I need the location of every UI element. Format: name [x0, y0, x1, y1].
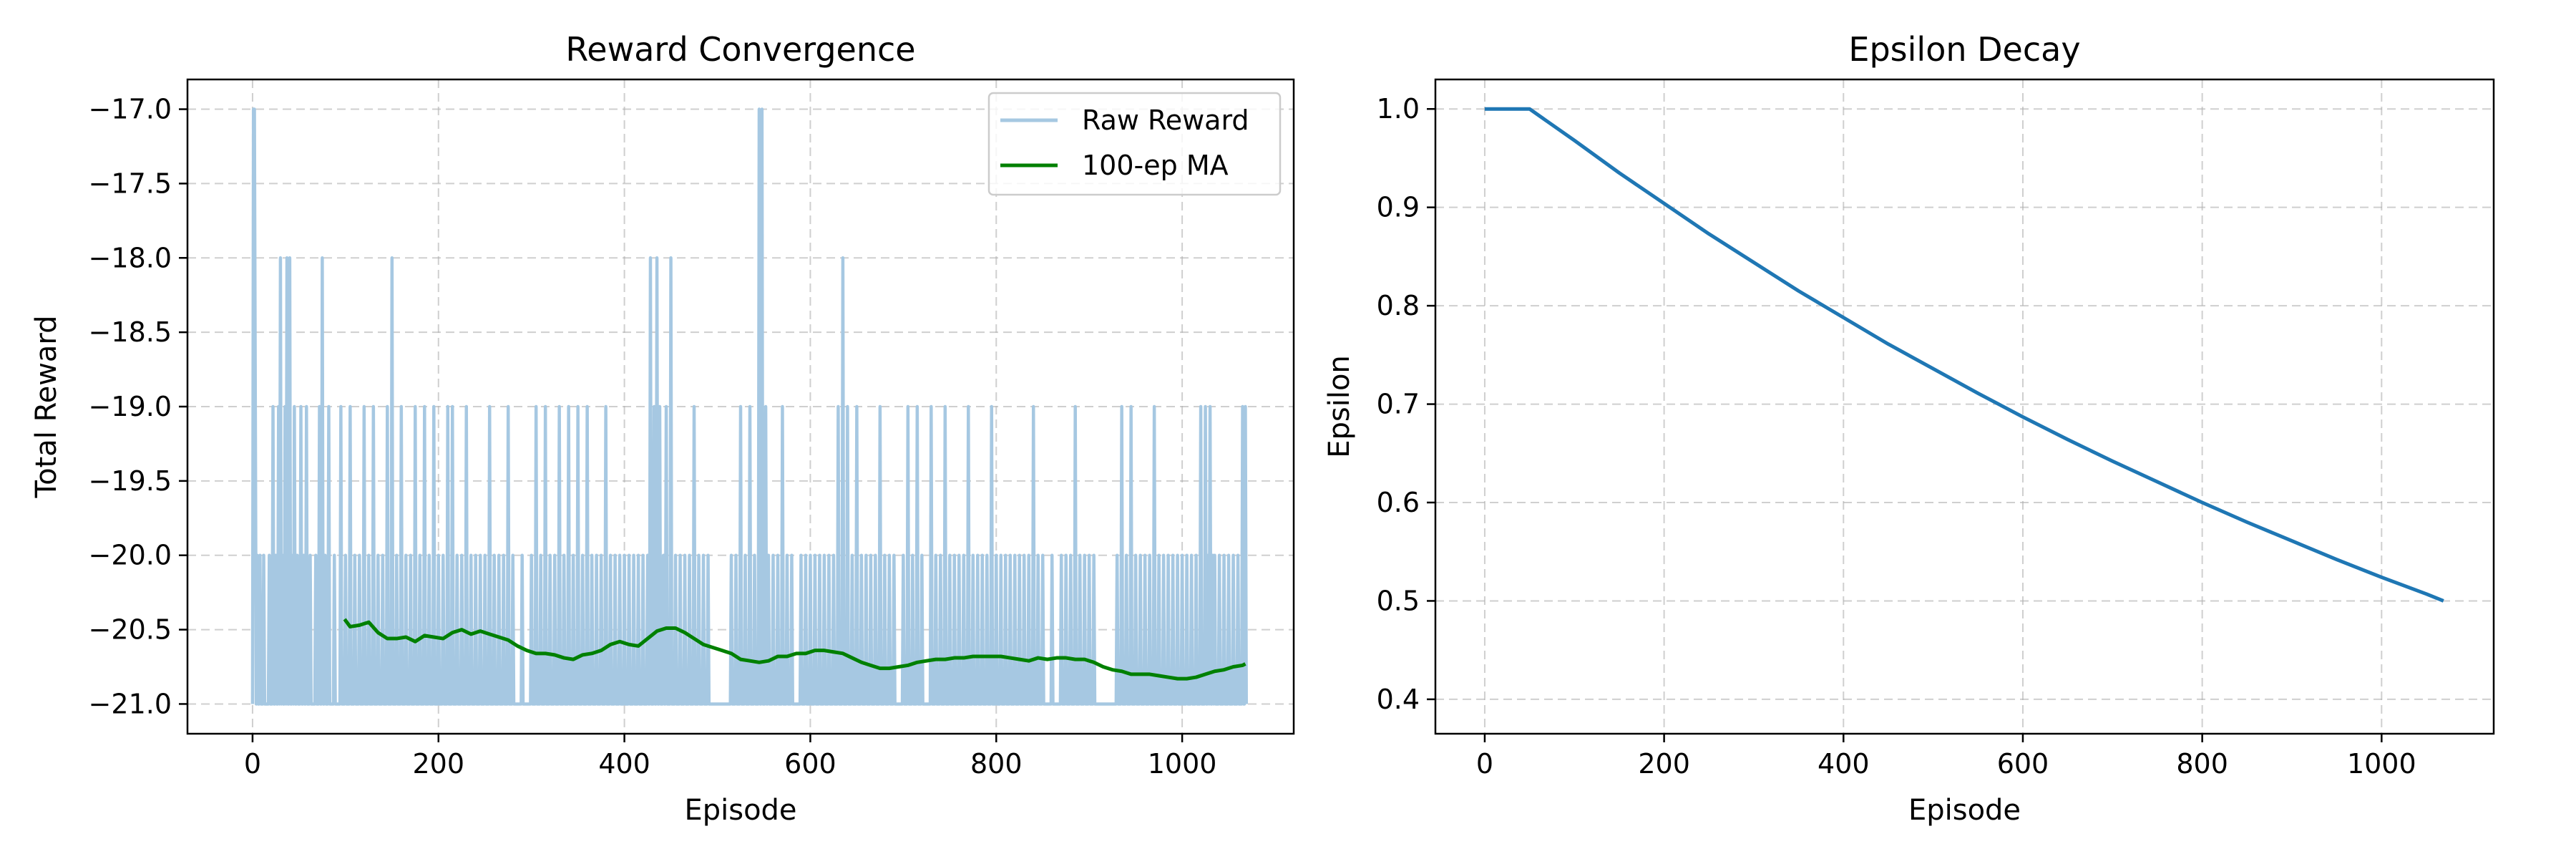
reward-convergence-chart: Reward Convergence 0 200 400 600 800 1000 −21.…: [30, 30, 1295, 827]
y-tick-label: 0.8: [1377, 290, 1420, 321]
series-line-epsilon: [1484, 107, 2444, 603]
y-tick-label: −20.0: [89, 540, 172, 571]
y-tick-label: 0.5: [1377, 585, 1420, 616]
epsilon-chart-plot-area: [1484, 107, 2444, 603]
x-tick-label: 0: [1476, 748, 1493, 780]
reward-chart-ticks: 0 200 400 600 800 1000 −21.0 −20.5 −20.0 −19.5 −19…: [89, 94, 1217, 780]
y-tick-label: 0.4: [1377, 684, 1420, 715]
y-tick-label: −19.5: [89, 465, 172, 497]
y-tick-label: −19.0: [89, 391, 172, 422]
series-line-moving-average: [343, 618, 1246, 681]
y-tick-label: 0.6: [1377, 487, 1420, 518]
epsilon-chart-x-axis-label: Episode: [1908, 794, 2021, 827]
x-tick-label: 0: [244, 748, 261, 780]
epsilon-chart-frame: [1434, 78, 2495, 735]
y-tick-label: 0.7: [1377, 389, 1420, 420]
y-tick-label: −17.0: [89, 94, 172, 125]
x-tick-label: 200: [413, 748, 465, 780]
epsilon-chart-title: Epsilon Decay: [1848, 30, 2080, 69]
y-tick-label: 0.9: [1377, 192, 1420, 223]
x-tick-label: 400: [1818, 748, 1870, 780]
reward-chart-title: Reward Convergence: [565, 30, 915, 69]
epsilon-decay-chart: Epsilon Decay 0 200 400 600 800 1000 0.4 0.5 0.6…: [1323, 30, 2495, 827]
x-tick-label: 1000: [1148, 748, 1217, 780]
x-tick-label: 400: [598, 748, 650, 780]
reward-chart-legend: Raw Reward 100-ep MA: [987, 92, 1282, 196]
y-tick-label: 1.0: [1377, 93, 1420, 125]
y-tick-label: −18.5: [89, 316, 172, 348]
reward-chart-y-axis-label: Total Reward: [30, 315, 63, 498]
x-tick-label: 800: [970, 748, 1023, 780]
y-tick-label: −18.0: [89, 242, 172, 273]
x-tick-label: 600: [1997, 748, 2049, 780]
epsilon-chart-ticks: 0 200 400 600 800 1000 0.4 0.5 0.6 0.7 0.8 0.9 1.0: [1377, 93, 2416, 780]
legend-box: [987, 92, 1282, 196]
reward-chart-plot-area: [250, 107, 1248, 706]
legend-label-raw-reward: Raw Reward: [1082, 105, 1249, 136]
x-tick-label: 1000: [2347, 748, 2416, 780]
y-tick-label: −21.0: [89, 688, 172, 719]
x-tick-label: 200: [1638, 748, 1690, 780]
epsilon-chart-grid: [1435, 79, 2494, 734]
x-tick-label: 800: [2176, 748, 2228, 780]
series-line-raw-reward: [250, 107, 1248, 706]
y-tick-label: −20.5: [89, 614, 172, 646]
y-tick-label: −17.5: [89, 168, 172, 199]
x-tick-label: 600: [784, 748, 836, 780]
reward-chart-x-axis-label: Episode: [684, 794, 796, 827]
legend-label-moving-average: 100-ep MA: [1082, 150, 1229, 181]
epsilon-chart-y-axis-label: Epsilon: [1323, 355, 1356, 458]
